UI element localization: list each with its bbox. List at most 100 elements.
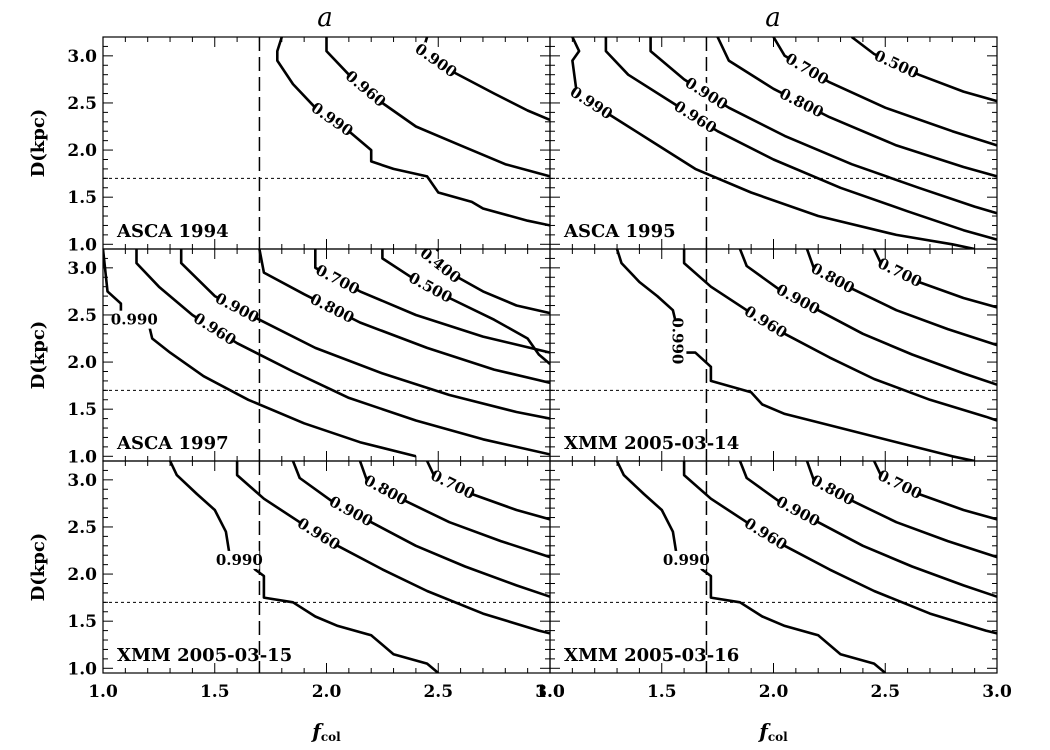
y-tick-label: 3.0 bbox=[67, 259, 97, 279]
contour-label: 0.500 bbox=[871, 46, 921, 82]
y-tick-label: 3.0 bbox=[67, 471, 97, 491]
contour-line bbox=[381, 249, 550, 365]
contour-line bbox=[738, 461, 997, 598]
x-tick-label: 2.0 bbox=[312, 682, 342, 702]
contour-label-bg bbox=[414, 41, 458, 80]
contour-label: 0.990 bbox=[663, 551, 710, 569]
y-tick-label: 2.5 bbox=[67, 306, 97, 326]
contour-line bbox=[716, 37, 997, 178]
contour-line bbox=[872, 249, 997, 309]
contour-label: 0.800 bbox=[361, 471, 411, 509]
x-tick-label: 2.5 bbox=[423, 682, 453, 702]
x-tick-label: 1.0 bbox=[88, 682, 118, 702]
y-tick-label: 1.0 bbox=[67, 235, 97, 255]
contour-label: 0.960 bbox=[342, 67, 390, 111]
x-tick-label: 3.0 bbox=[535, 682, 565, 702]
contour-label: 0.960 bbox=[294, 514, 343, 554]
contour-label-bg bbox=[114, 310, 155, 329]
y-tick-label: 1.0 bbox=[67, 447, 97, 467]
contour-line bbox=[103, 249, 417, 458]
contour-line bbox=[235, 461, 550, 635]
x-tick-label: 1.5 bbox=[647, 682, 677, 702]
contour-line bbox=[421, 37, 550, 122]
contour-line bbox=[805, 461, 997, 559]
panel-grid: 0.9900.9600.9001.01.52.02.53.0D(kpc)ASCA… bbox=[28, 36, 1012, 744]
contour-label: 0.700 bbox=[875, 466, 925, 503]
contour-label-bg bbox=[785, 51, 829, 87]
panel-frame bbox=[549, 248, 998, 462]
contour-label-bg bbox=[310, 291, 354, 326]
contour-line bbox=[314, 249, 550, 354]
contour-line bbox=[615, 461, 887, 673]
contour-label-bg bbox=[219, 550, 260, 569]
contour-label-bg bbox=[569, 84, 614, 122]
contour-line bbox=[604, 37, 997, 241]
contour-label-bg bbox=[344, 69, 387, 109]
column-title-left: a bbox=[317, 3, 333, 33]
contour-label-bg bbox=[743, 515, 788, 553]
contour-label: 0.990 bbox=[111, 311, 158, 329]
panel-frame bbox=[549, 460, 998, 674]
x-axis-label: fcol bbox=[310, 719, 341, 744]
y-tick-label: 1.5 bbox=[67, 400, 97, 420]
contour-line bbox=[358, 461, 550, 559]
contour-label-bg bbox=[668, 320, 687, 361]
y-tick-label: 2.0 bbox=[67, 353, 97, 373]
contour-line bbox=[615, 249, 975, 461]
contour-label-bg bbox=[810, 260, 855, 296]
contour-label-bg bbox=[673, 98, 717, 136]
contour-line bbox=[738, 249, 997, 386]
y-tick-label: 1.0 bbox=[67, 659, 97, 679]
y-tick-label: 2.0 bbox=[67, 565, 97, 585]
contour-line bbox=[682, 249, 997, 422]
contour-label-bg bbox=[779, 85, 824, 121]
contour-label-bg bbox=[684, 75, 729, 112]
contour-label-bg bbox=[408, 270, 453, 306]
contour-line bbox=[168, 461, 440, 673]
y-axis-label: D(kpc) bbox=[28, 533, 49, 602]
contour-label-bg bbox=[810, 472, 855, 508]
contour-label-bg bbox=[666, 550, 707, 569]
x-axis-label-subscript: col bbox=[321, 730, 341, 744]
contour-label: 0.900 bbox=[326, 492, 376, 530]
contour-line bbox=[425, 461, 550, 521]
contour-label: 0.990 bbox=[567, 83, 616, 124]
contour-line bbox=[649, 37, 997, 215]
panel-label: ASCA 1994 bbox=[116, 221, 229, 242]
panel-frame bbox=[102, 460, 551, 674]
panel-label: XMM 2005-03-16 bbox=[564, 645, 739, 666]
contour-label-bg bbox=[776, 494, 820, 529]
contour-label-bg bbox=[419, 249, 462, 285]
contour-label-bg bbox=[743, 303, 788, 341]
y-tick-label: 1.5 bbox=[67, 188, 97, 208]
y-tick-label: 1.5 bbox=[67, 612, 97, 632]
contour-label: 0.700 bbox=[782, 49, 832, 88]
contour-line bbox=[850, 37, 997, 103]
contour-line bbox=[325, 37, 550, 178]
panel-frame bbox=[549, 36, 998, 250]
contour-line bbox=[872, 461, 997, 521]
contour-label-bg bbox=[315, 262, 360, 297]
contour-line bbox=[276, 37, 550, 227]
contour-label-bg bbox=[329, 494, 373, 529]
contour-label: 0.800 bbox=[808, 259, 858, 297]
contour-label-bg bbox=[296, 515, 341, 553]
contour-label: 0.800 bbox=[808, 471, 858, 509]
y-tick-label: 2.5 bbox=[67, 94, 97, 114]
panel-label: XMM 2005-03-14 bbox=[564, 433, 739, 454]
panel-label: XMM 2005-03-15 bbox=[117, 645, 292, 666]
contour-label: 0.990 bbox=[668, 317, 686, 364]
contour-line bbox=[805, 249, 997, 347]
contour-label-bg bbox=[430, 467, 475, 502]
contour-line bbox=[179, 249, 550, 420]
y-tick-label: 2.5 bbox=[67, 518, 97, 538]
contour-label-bg bbox=[310, 100, 354, 139]
